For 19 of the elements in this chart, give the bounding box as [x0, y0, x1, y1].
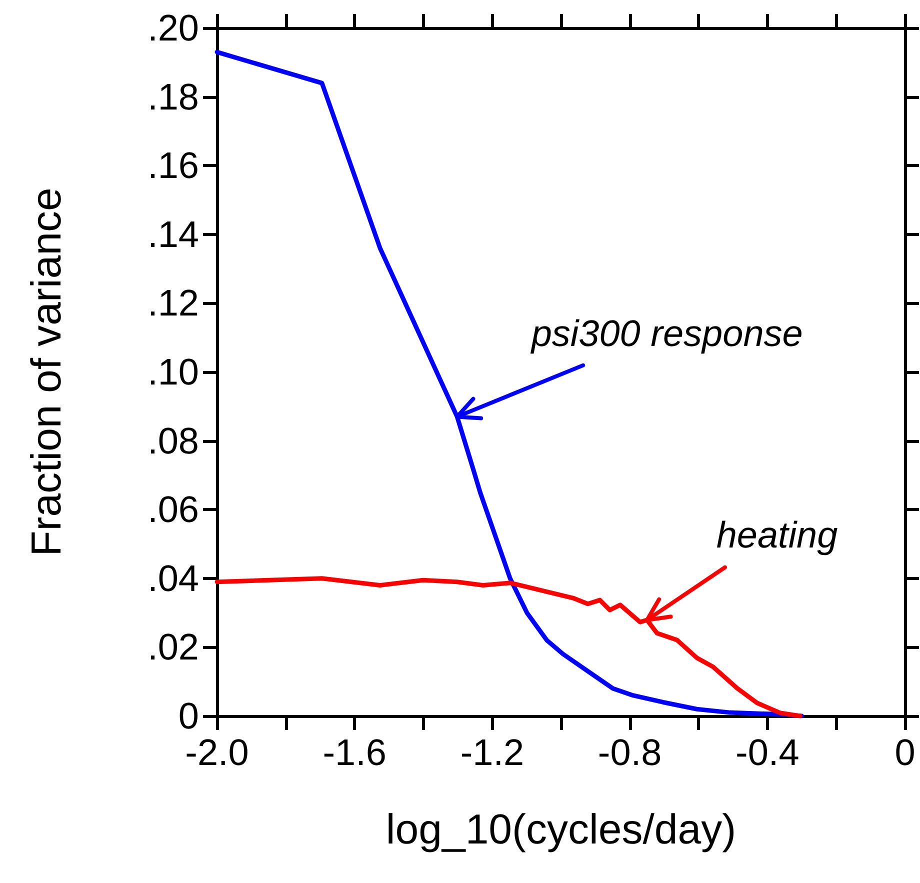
y-tick-label: .06	[148, 489, 199, 530]
y-tick-label: .08	[148, 420, 199, 462]
y-tick-label: .12	[148, 282, 199, 324]
y-tick-label: .10	[148, 352, 199, 392]
y-tick-label: .18	[148, 76, 199, 118]
annotation: psi300 response	[530, 313, 803, 354]
x-tick-label: 0	[894, 732, 916, 773]
x-tick-label: -1.6	[322, 732, 386, 773]
annotation: heating	[716, 514, 838, 556]
y-tick-label: .20	[148, 8, 199, 48]
x-tick-label: -0.4	[736, 732, 800, 773]
y-tick-label: .02	[148, 626, 199, 668]
y-axis-title: Fraction of variance	[22, 188, 70, 556]
y-tick-label: .04	[148, 558, 199, 599]
y-tick-label: .14	[148, 214, 199, 255]
y-tick-label: .16	[148, 145, 199, 186]
x-axis-title: log_10(cycles/day)	[386, 806, 736, 852]
x-tick-label: -1.2	[460, 732, 524, 773]
x-tick-label: -0.8	[598, 732, 662, 773]
